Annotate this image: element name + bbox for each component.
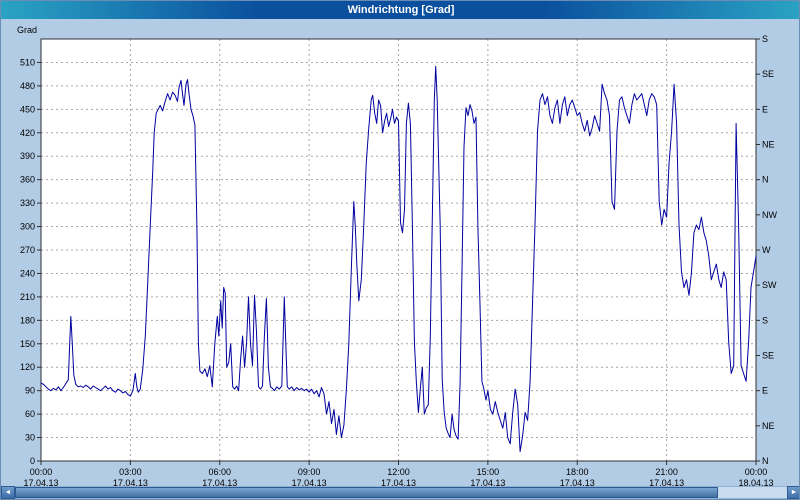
scroll-right-arrow-icon: ► bbox=[790, 489, 798, 496]
svg-text:E: E bbox=[762, 104, 768, 114]
svg-text:17.04.13: 17.04.13 bbox=[649, 478, 684, 488]
svg-text:0: 0 bbox=[30, 456, 35, 466]
window-title: Windrichtung [Grad] bbox=[347, 4, 455, 16]
svg-text:390: 390 bbox=[20, 151, 35, 161]
svg-text:17.04.13: 17.04.13 bbox=[560, 478, 595, 488]
svg-text:270: 270 bbox=[20, 245, 35, 255]
scrollbar-right-button[interactable]: ► bbox=[787, 486, 799, 499]
svg-text:420: 420 bbox=[20, 128, 35, 138]
scrollbar-left-button[interactable]: ◄ bbox=[1, 486, 15, 499]
svg-text:00:00: 00:00 bbox=[745, 467, 768, 477]
svg-text:15:00: 15:00 bbox=[477, 467, 500, 477]
svg-text:60: 60 bbox=[25, 409, 35, 419]
svg-text:17.04.13: 17.04.13 bbox=[113, 478, 148, 488]
svg-text:21:00: 21:00 bbox=[655, 467, 678, 477]
svg-text:17.04.13: 17.04.13 bbox=[292, 478, 327, 488]
wind-direction-chart: 0 30 60 90 120 150 180 210 240 270 300 330 360 390 420… bbox=[17, 25, 778, 488]
scrollbar-track[interactable] bbox=[15, 486, 787, 499]
svg-text:240: 240 bbox=[20, 268, 35, 278]
svg-text:NE: NE bbox=[762, 140, 775, 150]
svg-text:06:00: 06:00 bbox=[208, 467, 231, 477]
svg-text:210: 210 bbox=[20, 292, 35, 302]
svg-text:00:00: 00:00 bbox=[30, 467, 53, 477]
svg-text:N: N bbox=[762, 175, 769, 185]
svg-text:E: E bbox=[762, 386, 768, 396]
svg-text:480: 480 bbox=[20, 81, 35, 91]
svg-text:30: 30 bbox=[25, 433, 35, 443]
svg-text:SE: SE bbox=[762, 69, 774, 79]
svg-text:510: 510 bbox=[20, 57, 35, 67]
svg-text:120: 120 bbox=[20, 362, 35, 372]
horizontal-scrollbar[interactable]: ◄ ► bbox=[1, 486, 799, 499]
svg-text:S: S bbox=[762, 34, 768, 44]
svg-text:18:00: 18:00 bbox=[566, 467, 589, 477]
svg-text:W: W bbox=[762, 245, 771, 255]
svg-text:180: 180 bbox=[20, 315, 35, 325]
svg-text:12:00: 12:00 bbox=[387, 467, 410, 477]
svg-text:18.04.13: 18.04.13 bbox=[738, 478, 773, 488]
svg-text:17.04.13: 17.04.13 bbox=[23, 478, 58, 488]
svg-text:03:00: 03:00 bbox=[119, 467, 142, 477]
svg-text:17.04.13: 17.04.13 bbox=[470, 478, 505, 488]
svg-text:SE: SE bbox=[762, 351, 774, 361]
svg-text:330: 330 bbox=[20, 198, 35, 208]
title-bar: Windrichtung [Grad] bbox=[1, 1, 799, 19]
svg-text:450: 450 bbox=[20, 104, 35, 114]
svg-text:Grad: Grad bbox=[17, 25, 37, 35]
svg-text:S: S bbox=[762, 315, 768, 325]
svg-text:09:00: 09:00 bbox=[298, 467, 321, 477]
svg-text:17.04.13: 17.04.13 bbox=[381, 478, 416, 488]
svg-text:150: 150 bbox=[20, 339, 35, 349]
svg-text:300: 300 bbox=[20, 222, 35, 232]
svg-text:NW: NW bbox=[762, 210, 777, 220]
svg-text:90: 90 bbox=[25, 386, 35, 396]
svg-text:SW: SW bbox=[762, 280, 777, 290]
svg-text:N: N bbox=[762, 456, 769, 466]
chart-container: 0 30 60 90 120 150 180 210 240 270 300 330 360 390 420… bbox=[1, 19, 799, 488]
svg-text:17.04.13: 17.04.13 bbox=[202, 478, 237, 488]
scrollbar-thumb[interactable] bbox=[15, 487, 718, 498]
svg-text:NE: NE bbox=[762, 421, 775, 431]
svg-text:360: 360 bbox=[20, 175, 35, 185]
scroll-left-arrow-icon: ◄ bbox=[4, 489, 12, 496]
